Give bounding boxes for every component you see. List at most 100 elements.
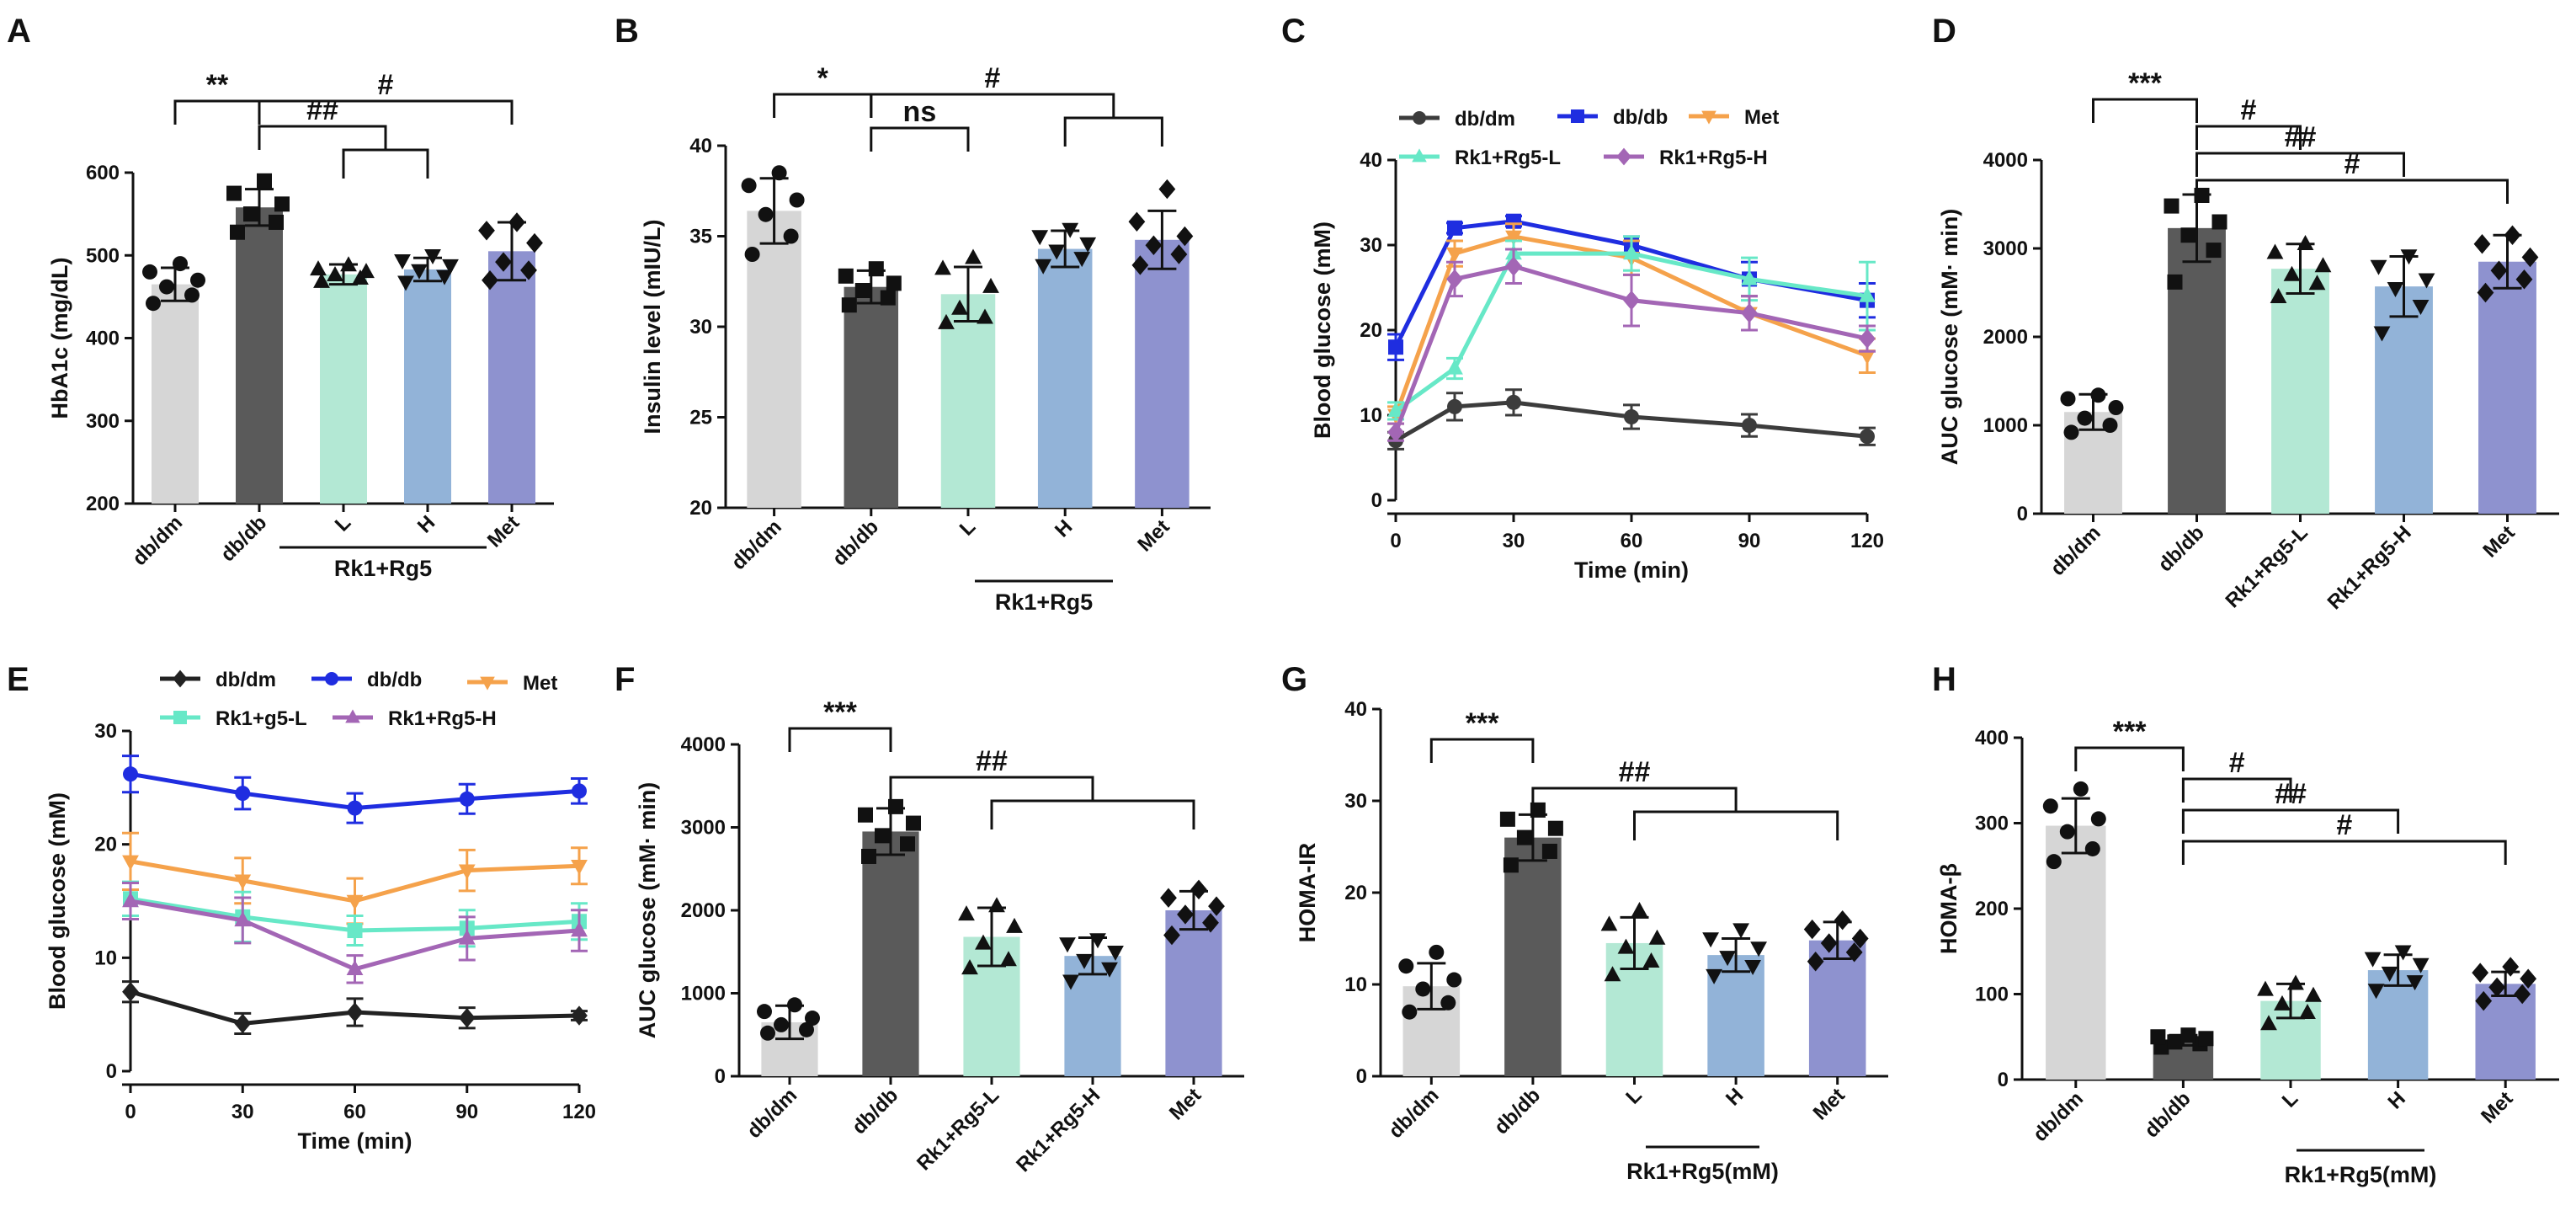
data-point bbox=[965, 248, 982, 264]
y-tick-label: 500 bbox=[86, 244, 120, 267]
data-point bbox=[1706, 968, 1722, 984]
data-point bbox=[394, 253, 411, 269]
legend-marker bbox=[1701, 110, 1716, 125]
y-tick-label: 20 bbox=[94, 834, 117, 856]
data-point bbox=[1505, 256, 1522, 276]
data-point bbox=[2077, 410, 2093, 426]
bar bbox=[2271, 269, 2329, 514]
data-point bbox=[2297, 234, 2314, 250]
data-point bbox=[1642, 952, 1660, 968]
data-point bbox=[975, 934, 992, 950]
data-point bbox=[358, 263, 375, 279]
legend-label: Rk1+g5-L bbox=[216, 707, 307, 730]
x-tick-label: Met bbox=[1133, 515, 1174, 556]
data-point bbox=[961, 959, 978, 975]
data-point bbox=[1079, 237, 1097, 253]
data-point bbox=[2515, 269, 2533, 290]
x-tick-label: db/dm bbox=[128, 511, 187, 570]
data-point bbox=[805, 1011, 820, 1027]
data-point bbox=[1807, 952, 1824, 972]
data-point bbox=[2367, 984, 2385, 1000]
data-point bbox=[1062, 222, 1079, 238]
data-point bbox=[122, 855, 139, 871]
data-point bbox=[2073, 781, 2089, 797]
data-point bbox=[1447, 220, 1462, 236]
x-tick-label: L bbox=[331, 511, 355, 536]
data-point bbox=[1859, 286, 1876, 302]
data-point bbox=[758, 206, 774, 222]
bar bbox=[844, 286, 899, 508]
significance-label: # bbox=[2344, 148, 2360, 180]
data-point bbox=[520, 260, 537, 280]
data-point bbox=[173, 256, 188, 272]
panel-letter: A bbox=[7, 13, 31, 50]
data-point bbox=[982, 277, 999, 293]
data-point bbox=[571, 921, 588, 937]
data-point bbox=[757, 1004, 772, 1020]
data-point bbox=[2090, 387, 2106, 403]
x-tick-label: Rk1+Rg5-L bbox=[2222, 521, 2313, 612]
panel-e: E 0 10 20 30 Blood glucose (mM) 0 30 60 90 120 Time… bbox=[7, 661, 596, 1154]
data-point bbox=[2412, 957, 2430, 973]
y-tick-label: 10 bbox=[1344, 973, 1367, 996]
significance-bracket bbox=[788, 727, 892, 752]
data-point bbox=[1000, 951, 1017, 967]
data-point bbox=[2314, 257, 2332, 273]
y-tick-label: 10 bbox=[1360, 404, 1382, 427]
data-point bbox=[880, 290, 896, 306]
data-point bbox=[2504, 225, 2521, 245]
bar bbox=[404, 269, 451, 504]
data-point bbox=[1048, 244, 1066, 260]
x-tick-label: db/db bbox=[2140, 1087, 2195, 1142]
significance-label: ns bbox=[903, 96, 937, 128]
data-point bbox=[2206, 243, 2222, 259]
data-point bbox=[1190, 879, 1207, 900]
data-point bbox=[347, 800, 363, 816]
significance-label: ## bbox=[2275, 778, 2307, 810]
y-tick-label: 35 bbox=[689, 226, 712, 248]
data-point bbox=[1208, 896, 1225, 916]
significance-label: # bbox=[984, 62, 1000, 94]
data-point bbox=[1398, 958, 1414, 974]
panel-d: D 0 1000 2000 3000 4000 AUC glucose (mM· min) d… bbox=[1932, 13, 2559, 614]
data-point bbox=[235, 786, 251, 802]
y-axis-title: HOMA-IR bbox=[1295, 843, 1320, 942]
data-point bbox=[458, 929, 476, 945]
x-tick-label: 120 bbox=[562, 1101, 596, 1123]
data-point bbox=[1035, 259, 1052, 275]
data-point bbox=[951, 299, 968, 315]
data-point bbox=[934, 259, 951, 275]
data-point bbox=[741, 178, 757, 194]
x-tick-label: db/db bbox=[1490, 1084, 1545, 1139]
data-point bbox=[841, 297, 857, 313]
data-point bbox=[508, 212, 525, 232]
y-axis-title: HbA1c (mg/dL) bbox=[47, 258, 72, 419]
data-point bbox=[783, 228, 799, 244]
panel-letter: F bbox=[615, 661, 635, 698]
significance-bracket bbox=[342, 148, 429, 179]
significance-bracket bbox=[2181, 777, 2292, 803]
data-point bbox=[1440, 995, 1456, 1011]
bar bbox=[320, 274, 367, 504]
legend-label: db/db bbox=[1613, 106, 1668, 129]
data-point bbox=[1202, 913, 1219, 933]
bar bbox=[488, 251, 535, 504]
y-tick-label: 400 bbox=[1975, 727, 2009, 749]
group-label: Rk1+Rg5(mM) bbox=[2285, 1162, 2437, 1187]
y-tick-label: 0 bbox=[715, 1065, 726, 1088]
x-tick-label: db/db bbox=[2153, 521, 2208, 576]
data-point bbox=[436, 269, 453, 285]
data-point bbox=[2274, 995, 2291, 1011]
data-point bbox=[1600, 915, 1618, 931]
x-tick-label: db/db bbox=[216, 511, 271, 566]
data-point bbox=[888, 798, 903, 814]
data-point bbox=[1089, 933, 1106, 949]
significance-bracket bbox=[1063, 116, 1163, 147]
y-tick-label: 30 bbox=[689, 316, 712, 339]
y-axis-title: HOMA-β bbox=[1936, 863, 1961, 954]
bar bbox=[152, 284, 199, 504]
y-tick-label: 0 bbox=[1371, 489, 1382, 512]
x-tick-label: H bbox=[1051, 515, 1077, 541]
data-point bbox=[771, 165, 787, 181]
x-tick-label: 60 bbox=[1621, 530, 1643, 552]
